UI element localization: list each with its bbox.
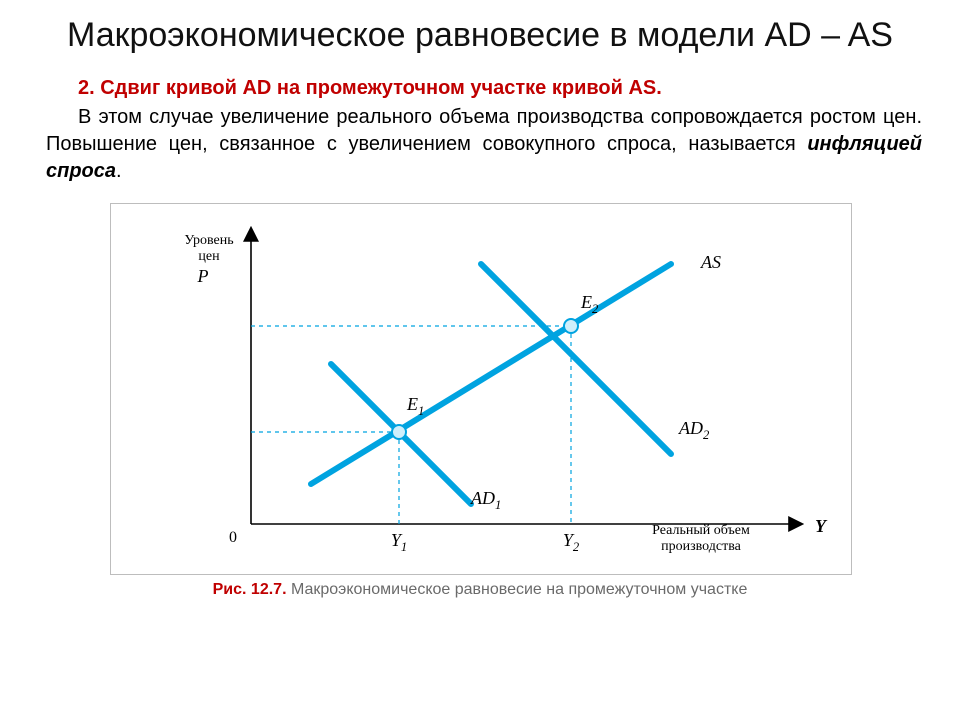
paragraph: В этом случае увеличение реального объем…	[46, 104, 922, 185]
figure-caption-text: Макроэкономическое равновесие на промежу…	[287, 581, 748, 598]
figure-caption: Рис. 12.7. Макроэкономическое равновесие…	[110, 581, 850, 599]
paragraph-pre: В этом случае увеличение реального объем…	[46, 106, 922, 155]
axis-label-P: P	[197, 266, 209, 286]
label-point-E1: E1	[406, 394, 424, 418]
line-AS	[311, 264, 671, 484]
label-AD1: AD1	[470, 488, 501, 512]
subheading: 2. Сдвиг кривой AD на промежуточном учас…	[46, 75, 922, 102]
chart-box: ASAD1AD2E1E2Y1Y2УровеньценPРеальный объе…	[110, 203, 852, 575]
axis-label-x1: Реальный объем	[652, 523, 750, 538]
slide-title: Макроэкономическое равновесие в модели A…	[58, 14, 902, 57]
body-text: 2. Сдвиг кривой AD на промежуточном учас…	[46, 75, 922, 185]
paragraph-post: .	[116, 160, 122, 182]
label-AD2: AD2	[678, 418, 710, 442]
line-AD2	[481, 264, 671, 454]
figure-number: Рис. 12.7.	[213, 581, 287, 598]
tick-Y1: Y1	[391, 530, 407, 554]
tick-Y2: Y2	[563, 530, 580, 554]
point-E2	[564, 319, 578, 333]
label-AS: AS	[700, 252, 721, 272]
axis-label-zero: 0	[229, 529, 237, 546]
axis-label-x2: производства	[661, 539, 742, 554]
point-E1	[392, 425, 406, 439]
axis-label-Y: Y	[815, 516, 828, 536]
chart-wrapper: ASAD1AD2E1E2Y1Y2УровеньценPРеальный объе…	[110, 203, 850, 599]
axis-label-y2: цен	[198, 249, 220, 264]
axis-label-y1: Уровень	[184, 233, 233, 248]
ad-as-diagram: ASAD1AD2E1E2Y1Y2УровеньценPРеальный объе…	[111, 204, 851, 574]
